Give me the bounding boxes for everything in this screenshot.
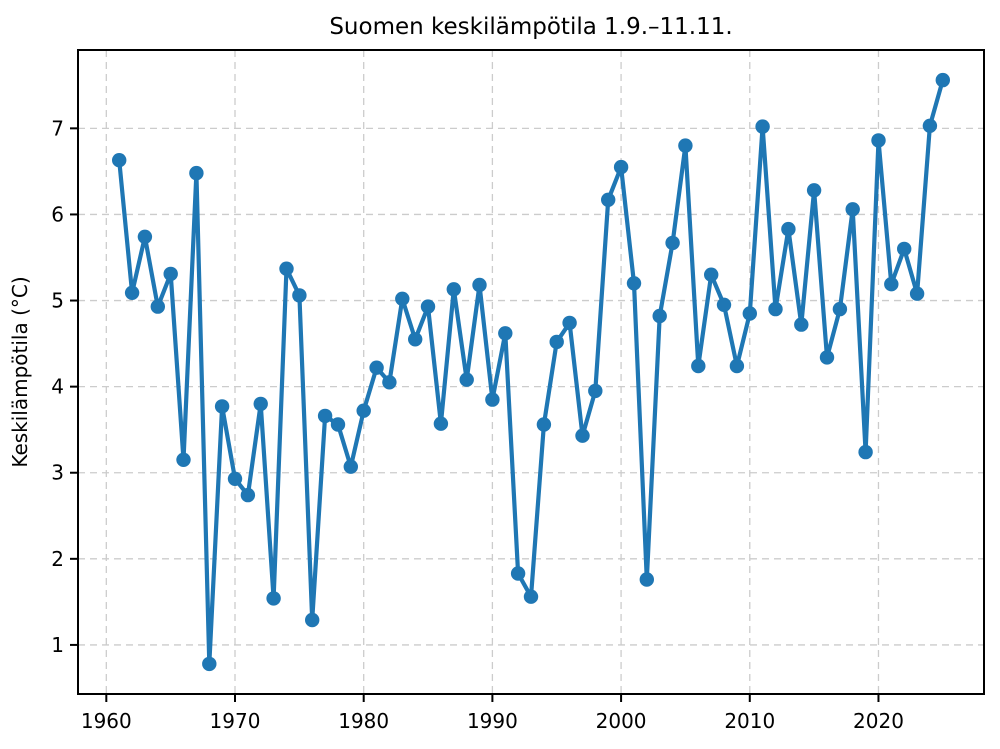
data-point — [253, 396, 268, 412]
data-point — [150, 299, 165, 314]
data-point — [176, 452, 191, 467]
y-tick-label: 1 — [51, 633, 64, 657]
data-point — [871, 133, 886, 148]
data-point — [536, 417, 552, 432]
data-point — [305, 612, 320, 628]
y-axis-label: Keskilämpötila (°C) — [8, 276, 32, 467]
data-point — [549, 334, 564, 350]
data-point — [510, 566, 526, 581]
y-tick-label: 2 — [51, 547, 64, 571]
y-tick-label: 6 — [51, 202, 64, 226]
data-point — [395, 291, 410, 306]
data-point — [755, 119, 770, 134]
data-point — [806, 183, 822, 198]
data-point — [485, 392, 500, 407]
x-tick-label: 2000 — [596, 709, 647, 733]
data-point — [665, 235, 680, 251]
x-tick-label: 2010 — [724, 709, 775, 733]
data-point — [420, 299, 436, 314]
data-point — [794, 317, 809, 332]
data-point — [922, 118, 938, 133]
data-point — [330, 417, 346, 432]
data-point — [317, 408, 333, 424]
data-point — [897, 241, 912, 257]
tick-layer: 1960 1970 1980 1990 2000 2010 2020 1 2 3 4 5 6 7 — [51, 116, 904, 733]
x-tick-label: 1990 — [467, 709, 518, 733]
data-point — [588, 383, 603, 399]
data-point — [716, 297, 732, 312]
data-point — [112, 153, 127, 168]
x-tick-label: 2020 — [853, 709, 904, 733]
data-point — [227, 471, 243, 486]
y-tick-label: 5 — [51, 289, 64, 313]
data-point — [639, 572, 654, 587]
data-point — [601, 192, 616, 207]
data-point — [369, 360, 384, 375]
data-point — [343, 459, 358, 474]
data-point — [266, 591, 281, 606]
data-point — [124, 285, 140, 300]
data-point — [292, 288, 307, 303]
data-point — [408, 332, 423, 347]
data-point — [498, 326, 513, 341]
data-point — [613, 159, 629, 175]
data-point — [781, 221, 796, 237]
data-point — [575, 428, 590, 443]
y-tick-label: 4 — [51, 375, 64, 399]
data-point — [562, 315, 577, 331]
data-point — [704, 267, 719, 282]
data-point — [189, 165, 204, 181]
plot-border — [77, 49, 985, 695]
data-point — [909, 286, 925, 301]
data-point — [729, 358, 745, 374]
data-point — [382, 375, 397, 390]
data-point — [819, 350, 835, 365]
data-point — [652, 308, 667, 324]
data-point — [742, 306, 757, 321]
data-point — [523, 589, 539, 604]
data-point — [137, 229, 153, 244]
y-tick-label: 7 — [51, 116, 64, 140]
data-point — [163, 266, 178, 282]
x-tick-label: 1970 — [210, 709, 261, 733]
x-tick-label: 1980 — [338, 709, 389, 733]
y-tick-label: 3 — [51, 461, 64, 485]
chart-title: Suomen keskilämpötila 1.9.–11.11. — [329, 14, 732, 40]
series-line — [117, 77, 945, 667]
data-point — [832, 301, 848, 317]
temperature-series — [112, 72, 950, 672]
data-point — [240, 487, 256, 503]
data-point — [845, 202, 860, 217]
data-point — [202, 656, 217, 672]
data-point — [356, 403, 371, 418]
data-point — [626, 276, 642, 291]
data-point — [768, 301, 783, 317]
data-point — [678, 138, 693, 153]
data-point — [884, 277, 899, 292]
data-point — [858, 444, 873, 460]
data-point — [214, 399, 230, 414]
data-point — [691, 358, 706, 374]
data-point — [935, 72, 950, 88]
grid-layer — [78, 50, 984, 694]
x-tick-label: 1960 — [81, 709, 132, 733]
data-point — [459, 372, 474, 387]
data-point — [433, 416, 449, 431]
data-point — [446, 282, 461, 297]
data-point — [472, 277, 487, 293]
data-point — [279, 261, 294, 276]
